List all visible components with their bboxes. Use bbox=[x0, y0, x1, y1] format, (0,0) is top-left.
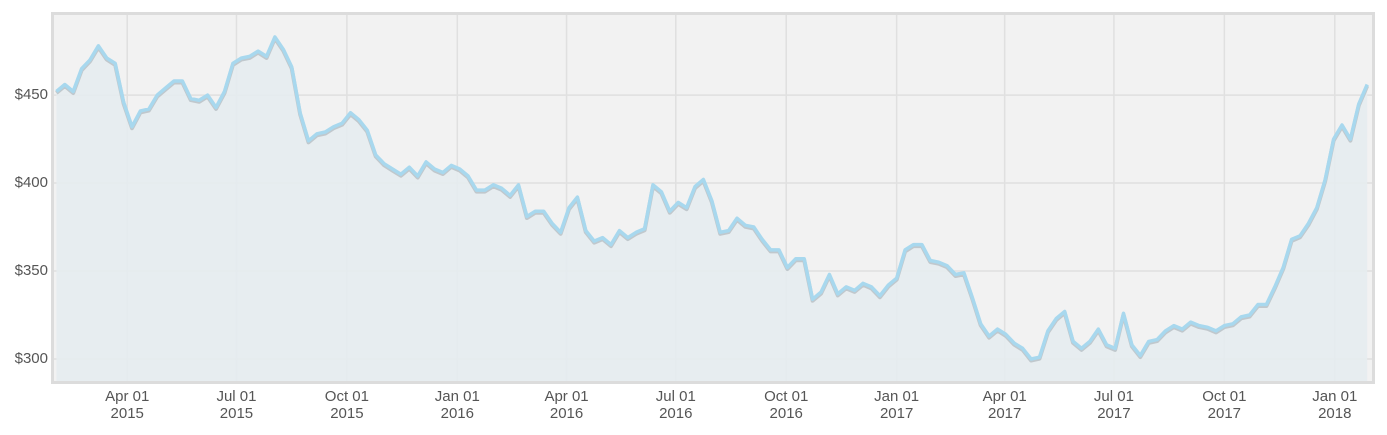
x-tick-label: Jul 01 2015 bbox=[216, 388, 257, 422]
y-tick-label: $350 bbox=[15, 262, 48, 279]
x-tick-label: Jan 01 2017 bbox=[874, 388, 920, 422]
x-tick-label: Jan 01 2018 bbox=[1312, 388, 1358, 422]
x-tick-label: Apr 01 2017 bbox=[982, 388, 1027, 422]
y-tick-label: $300 bbox=[15, 350, 48, 367]
x-tick-label: Apr 01 2016 bbox=[544, 388, 589, 422]
y-tick-label: $400 bbox=[15, 174, 48, 191]
line bbox=[55, 35, 1369, 361]
x-tick-label: Apr 01 2015 bbox=[105, 388, 150, 422]
x-tick-label: Jul 01 2017 bbox=[1093, 388, 1134, 422]
x-tick-label: Jul 01 2016 bbox=[655, 388, 696, 422]
x-tick-label: Oct 01 2017 bbox=[1202, 388, 1247, 422]
plot-border bbox=[51, 12, 1375, 384]
x-tick-label: Oct 01 2015 bbox=[324, 388, 369, 422]
y-tick-label: $450 bbox=[15, 86, 48, 103]
x-tick-label: Jan 01 2016 bbox=[434, 388, 480, 422]
x-tick-label: Oct 01 2016 bbox=[764, 388, 809, 422]
